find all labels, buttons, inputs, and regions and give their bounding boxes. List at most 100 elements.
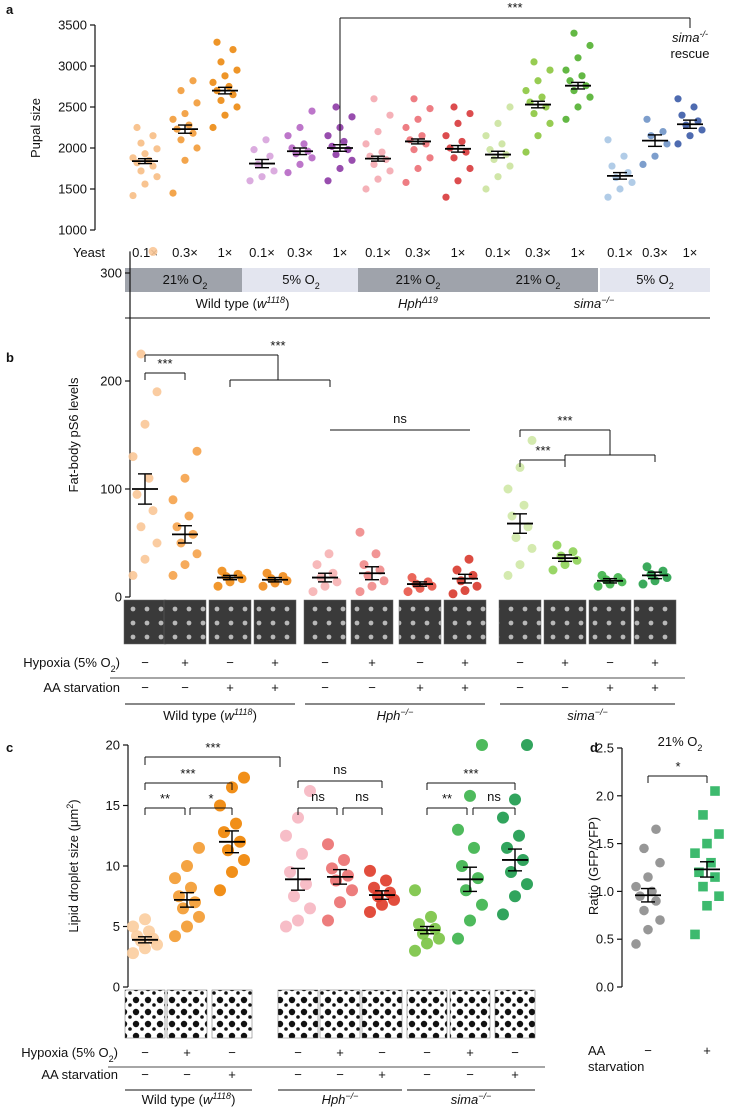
data-point <box>655 857 665 868</box>
data-point <box>284 169 292 177</box>
data-point <box>169 115 177 123</box>
text-segment: 21% O <box>396 272 436 287</box>
text-segment: AA <box>588 1043 606 1058</box>
data-point <box>538 93 546 101</box>
data-point <box>628 178 636 187</box>
micrograph <box>406 989 448 1039</box>
data-point <box>217 96 225 105</box>
data-point <box>141 150 149 158</box>
data-point <box>177 136 185 144</box>
significance-label: *** <box>270 338 285 353</box>
data-point <box>368 881 380 894</box>
data-point <box>355 527 365 537</box>
row-value: − <box>228 1045 236 1060</box>
data-point <box>140 419 150 429</box>
data-point <box>631 881 641 892</box>
annotation: sima-/- rescue <box>670 29 709 61</box>
y-tick-label: 10 <box>106 859 120 874</box>
data-point <box>503 570 513 580</box>
data-point <box>570 29 578 37</box>
data-point <box>278 571 288 581</box>
y-axis-label: Pupal size <box>28 98 43 158</box>
data-point <box>193 910 205 923</box>
data-point <box>292 811 304 824</box>
data-point <box>332 150 340 159</box>
data-point <box>152 387 162 397</box>
text-segment: w <box>224 708 235 723</box>
panel-letter: b <box>6 350 14 365</box>
text-segment: 1118 <box>234 707 253 717</box>
data-point <box>658 566 668 576</box>
data-point <box>266 152 274 160</box>
data-point <box>262 568 272 578</box>
row-value: − <box>183 1067 191 1082</box>
row-value: − <box>321 655 329 670</box>
data-point <box>181 860 193 872</box>
micrograph <box>398 599 442 645</box>
data-point <box>414 115 422 123</box>
data-point <box>556 551 566 561</box>
data-point <box>448 589 458 599</box>
data-point <box>308 107 316 115</box>
text-segment: Wild type ( <box>142 1092 204 1107</box>
data-point <box>639 843 649 854</box>
text-segment: 2 <box>697 743 702 753</box>
data-point <box>509 793 521 806</box>
row-value: − <box>378 1045 386 1060</box>
data-point <box>296 847 308 860</box>
data-point <box>132 489 142 499</box>
data-point <box>464 914 476 927</box>
text-segment: 1118 <box>212 1091 231 1101</box>
data-point <box>659 128 667 136</box>
data-point <box>690 929 700 940</box>
data-point <box>476 898 488 911</box>
data-point <box>442 132 450 140</box>
data-point <box>410 95 418 103</box>
data-point <box>450 103 458 111</box>
micrograph <box>498 599 542 645</box>
data-point <box>192 549 202 559</box>
text-segment: w <box>203 1092 214 1107</box>
data-point <box>233 569 243 579</box>
data-point <box>433 932 445 945</box>
data-point <box>694 117 702 125</box>
data-point <box>586 93 594 101</box>
data-point <box>229 91 237 99</box>
data-point <box>513 829 525 842</box>
data-point <box>362 140 370 148</box>
data-point <box>363 570 373 580</box>
y-tick-label: 200 <box>100 374 122 389</box>
significance-label: ns <box>311 789 325 804</box>
data-point <box>418 132 426 140</box>
data-point <box>292 914 304 927</box>
data-point <box>209 78 217 86</box>
data-point <box>378 148 386 156</box>
data-point <box>651 152 659 160</box>
data-point <box>233 103 241 111</box>
row-value: + <box>703 1043 711 1058</box>
data-point <box>597 570 607 580</box>
significance-label: *** <box>507 0 522 15</box>
text-segment: AA starvation <box>41 1067 118 1082</box>
data-point <box>546 119 554 127</box>
significance-label: *** <box>535 443 550 458</box>
row-value: + <box>461 680 469 695</box>
y-axis-label: Ratio (GFP/YFP) <box>586 817 601 915</box>
data-point <box>328 568 338 578</box>
data-point <box>714 829 724 839</box>
text-segment: 2 <box>202 281 207 291</box>
y-tick-label: 1500 <box>58 182 87 197</box>
data-point <box>250 146 258 154</box>
data-point <box>452 565 462 575</box>
row-label: AA starvation <box>43 680 120 695</box>
data-point <box>233 66 241 74</box>
data-point <box>225 82 233 91</box>
data-point <box>367 581 377 591</box>
micrograph <box>208 599 252 645</box>
data-point <box>129 154 137 162</box>
data-point <box>698 881 708 892</box>
data-point <box>674 95 682 103</box>
data-point <box>218 826 230 839</box>
data-point <box>472 581 482 591</box>
